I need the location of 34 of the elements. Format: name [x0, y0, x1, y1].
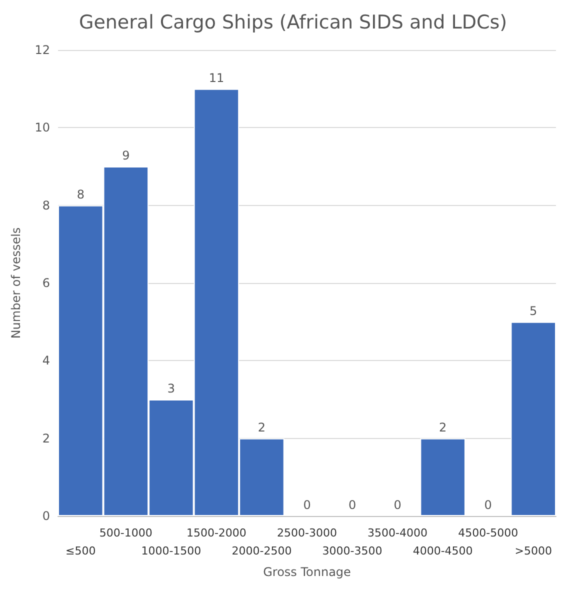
data-label: 5 — [530, 304, 538, 318]
y-tick-label: 12 — [34, 43, 50, 57]
x-axis-title: Gross Tonnage — [263, 565, 351, 579]
data-label: 0 — [303, 498, 311, 512]
x-tick-label: 1000-1500 — [141, 544, 202, 558]
x-tick-label: 4000-4500 — [412, 544, 473, 558]
data-label: 3 — [167, 382, 175, 396]
data-label: 11 — [208, 70, 224, 85]
x-tick-label: 3500-4000 — [368, 526, 428, 540]
y-tick-label: 6 — [42, 276, 50, 290]
x-tick-label: >5000 — [514, 544, 552, 558]
x-tick-label: 1500-2000 — [186, 526, 246, 540]
x-tick-label: 3000-3500 — [322, 544, 382, 558]
data-label: 0 — [394, 498, 402, 512]
y-axis-title: Number of vessels — [9, 227, 23, 339]
data-label: 9 — [122, 148, 130, 162]
data-label: 0 — [348, 498, 356, 512]
x-tick-label: 4500-5000 — [458, 526, 518, 540]
data-label: 0 — [484, 498, 492, 512]
y-tick-label: 0 — [42, 509, 50, 523]
bar — [420, 438, 466, 516]
data-label: 2 — [439, 420, 447, 434]
y-tick-label: 10 — [34, 120, 50, 135]
y-tick-label: 4 — [42, 354, 50, 368]
x-tick-label: ≤500 — [66, 544, 96, 558]
bar — [510, 322, 556, 516]
chart-title: General Cargo Ships (African SIDS and LDCs) — [78, 12, 508, 34]
y-tick-label: 8 — [42, 198, 50, 212]
data-label: 2 — [258, 420, 266, 434]
x-tick-label: 2500-3000 — [277, 526, 337, 540]
x-tick-label: 500-1000 — [99, 526, 152, 540]
x-tick-label: 2000-2500 — [232, 544, 292, 558]
data-label: 8 — [76, 187, 84, 202]
y-tick-label: 2 — [42, 431, 50, 446]
